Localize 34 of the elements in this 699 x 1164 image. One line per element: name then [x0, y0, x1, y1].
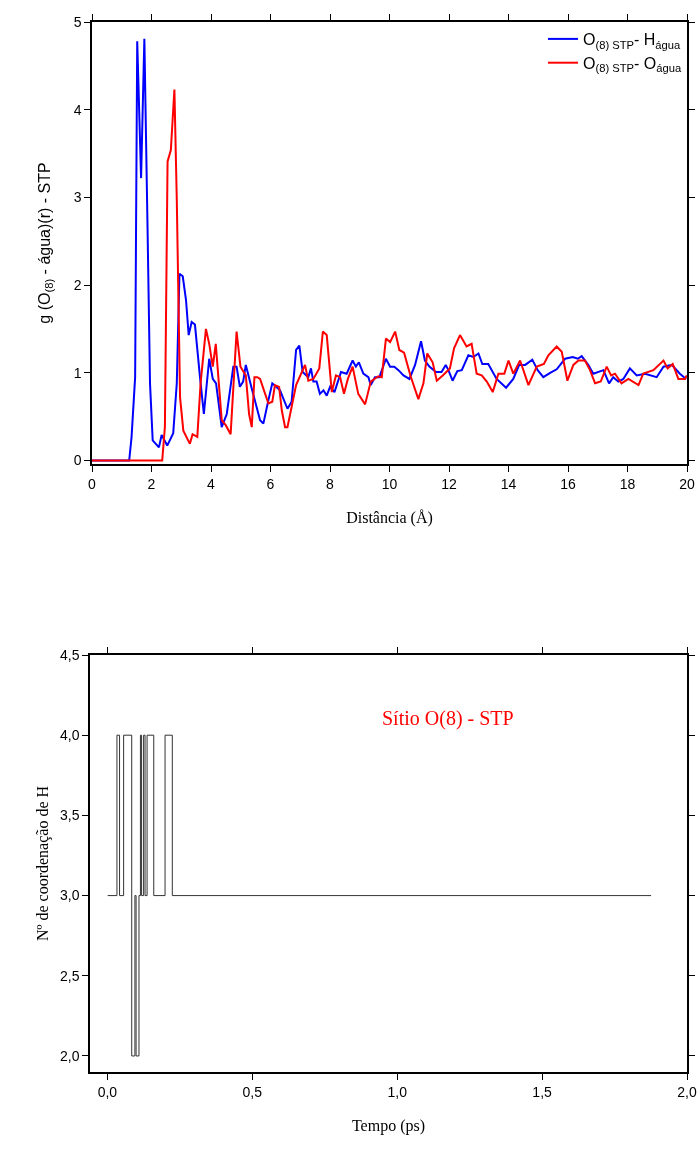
x-tick-label: 8	[326, 475, 335, 492]
x-tick-label: 4	[207, 475, 216, 492]
x-tick-label: 6	[266, 475, 275, 492]
x-tick-label: 16	[560, 475, 576, 492]
y-tick-label: 2,5	[59, 967, 80, 984]
x-tick-label: 1,0	[387, 1083, 408, 1100]
x-tick-label: 2	[147, 475, 156, 492]
x-tick-label: 0,0	[97, 1083, 118, 1100]
y-tick-label: 0	[73, 452, 82, 469]
y-tick-label: 4	[73, 101, 82, 118]
x-tick-label: 2,0	[677, 1083, 697, 1100]
y-tick-label: 2,0	[59, 1047, 80, 1064]
x-tick-label: 12	[441, 475, 457, 492]
y-tick-label: 1	[73, 364, 82, 381]
x-tick-label: 10	[381, 475, 398, 492]
y-axis-title: Nº de coordenação de H	[33, 785, 52, 942]
x-tick-label: 14	[500, 475, 517, 492]
x-tick-label: 20	[679, 475, 695, 492]
y-tick-label: 4,0	[59, 727, 80, 744]
y-tick-label: 3,5	[59, 807, 80, 824]
x-tick-label: 0	[88, 475, 97, 492]
x-axis-title: Tempo (ps)	[351, 1116, 426, 1135]
x-tick-label: 1,5	[532, 1083, 553, 1100]
y-tick-label: 4,5	[59, 646, 80, 663]
y-tick-label: 3,0	[59, 887, 80, 904]
legend-label: O$_{(8) STP}$- H$_{água}$	[583, 31, 681, 51]
y-tick-label: 3	[73, 189, 82, 206]
y-tick-label: 2	[73, 277, 82, 293]
y-tick-label: 5	[73, 13, 82, 30]
x-axis-title: Distância (Å)	[346, 508, 433, 527]
annotation: Sítio O(8) - STP	[382, 707, 514, 730]
legend-label: O$_{(8) STP}$- O$_{água}$	[583, 54, 682, 75]
x-tick-label: 18	[619, 475, 636, 492]
x-tick-label: 0,5	[242, 1083, 263, 1100]
